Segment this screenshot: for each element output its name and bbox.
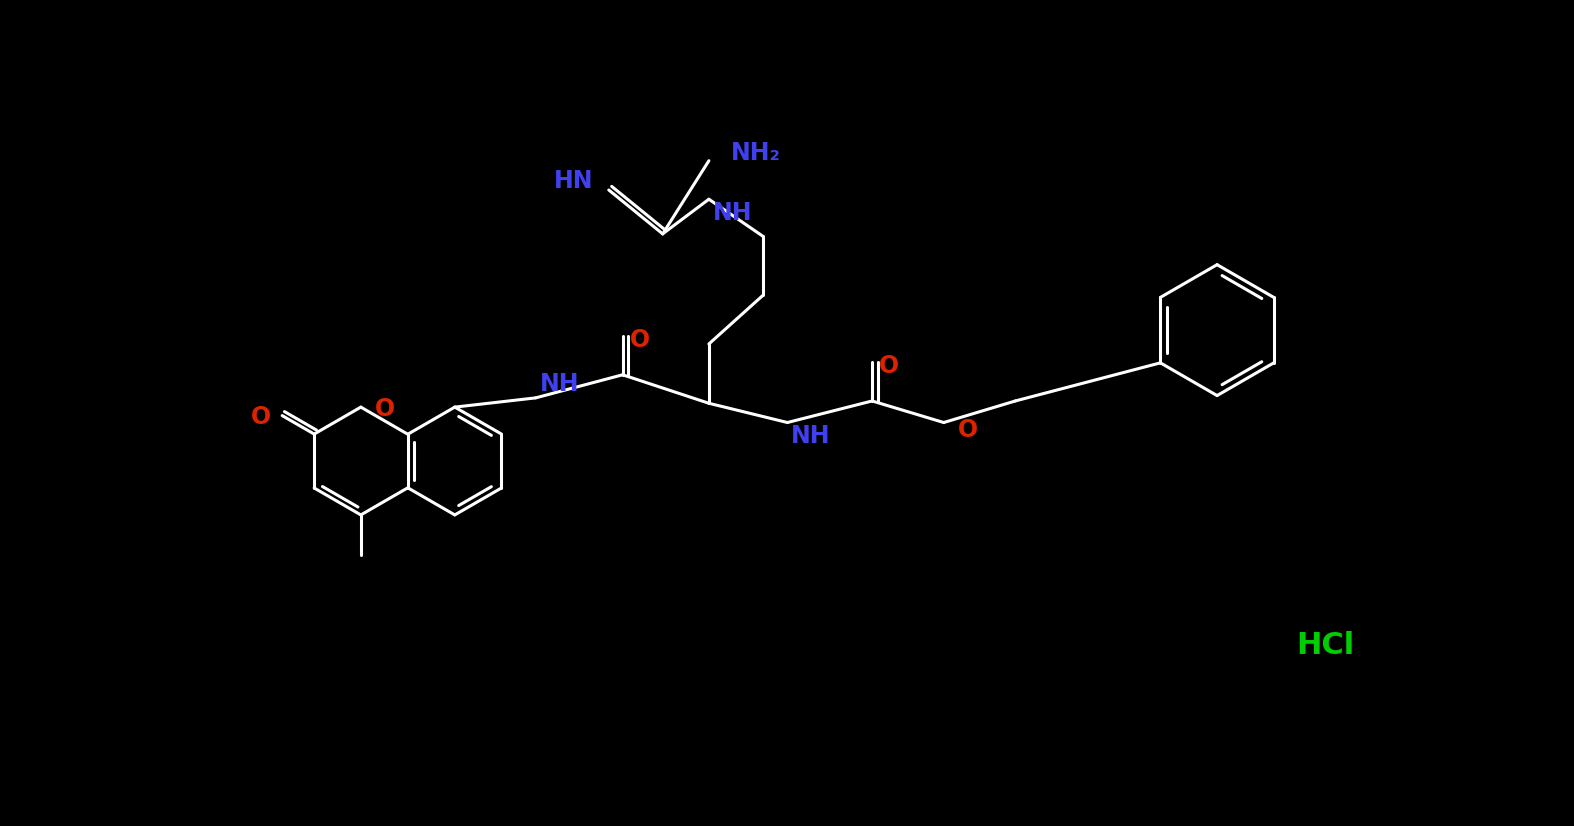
Text: O: O [252,405,271,430]
Text: NH: NH [792,425,831,449]
Text: HN: HN [554,169,593,192]
Text: NH: NH [713,201,752,225]
Text: NH: NH [540,372,579,396]
Text: NH₂: NH₂ [730,141,781,165]
Text: O: O [878,354,899,378]
Text: HCl: HCl [1295,631,1354,660]
Text: O: O [957,418,977,442]
Text: O: O [375,396,395,420]
Text: O: O [630,328,650,352]
